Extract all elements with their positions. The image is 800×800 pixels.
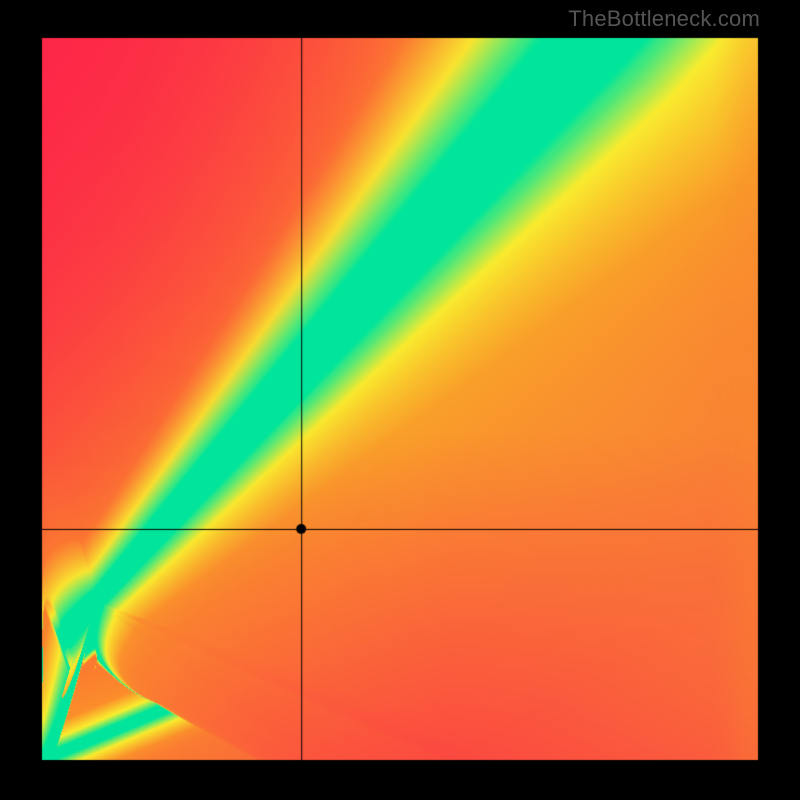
watermark-text: TheBottleneck.com <box>568 6 760 32</box>
heatmap-canvas <box>0 0 800 800</box>
chart-stage: TheBottleneck.com <box>0 0 800 800</box>
